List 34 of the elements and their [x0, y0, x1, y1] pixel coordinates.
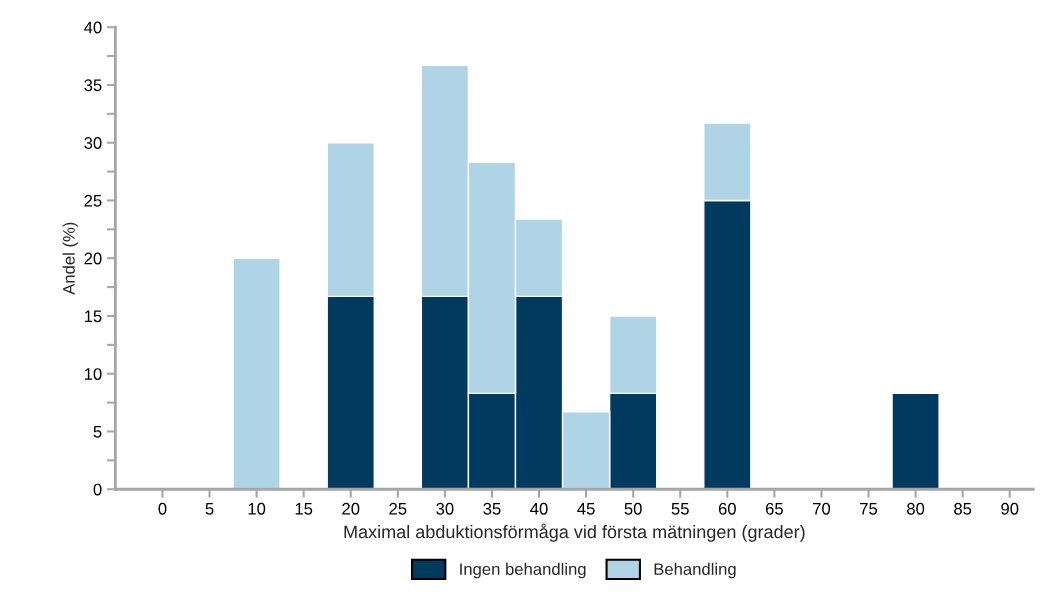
legend-label: Behandling: [654, 562, 736, 579]
x-tick-label: 60: [718, 502, 736, 515]
y-tick-label: 25: [84, 194, 102, 207]
y-tick-label: 10: [84, 368, 102, 380]
bar: [232, 257, 281, 490]
x-tick-label: 55: [671, 503, 689, 515]
y-tick-label: 5: [93, 426, 102, 438]
y-tick-label: 35: [84, 79, 102, 92]
y-tick-label: 40: [84, 21, 102, 34]
x-tick-label: 80: [907, 502, 925, 515]
x-tick-label: 20: [342, 502, 360, 515]
legend-label: Ingen behandling: [460, 562, 586, 579]
x-tick-label: 85: [954, 502, 972, 515]
x-tick-label: 25: [389, 502, 407, 515]
x-tick-label: 50: [624, 502, 642, 515]
x-tick-label: 5: [205, 503, 214, 515]
x-tick-label: 70: [813, 502, 831, 515]
x-tick-label: 35: [483, 502, 501, 515]
x-tick-label: 15: [295, 503, 313, 515]
y-tick-label: 30: [84, 137, 102, 149]
y-tick-label: 15: [84, 310, 102, 323]
x-tick-label: 0: [158, 502, 167, 515]
x-tick-label: 10: [248, 502, 266, 515]
x-tick-label: 75: [860, 503, 878, 515]
y-axis-title: Andel (%): [62, 222, 79, 295]
x-tick-label: 90: [1001, 502, 1019, 515]
y-tick-label: 20: [84, 252, 102, 265]
bar: [891, 392, 940, 490]
x-tick-label: 40: [530, 502, 548, 515]
x-tick-label: 65: [765, 502, 783, 515]
x-axis-title: Maximal abduktionsförmåga vid första mätningen (grader): [344, 523, 805, 542]
x-tick-label: 30: [436, 502, 454, 515]
x-tick-label: 45: [577, 503, 595, 515]
y-tick-label: 0: [93, 483, 102, 496]
